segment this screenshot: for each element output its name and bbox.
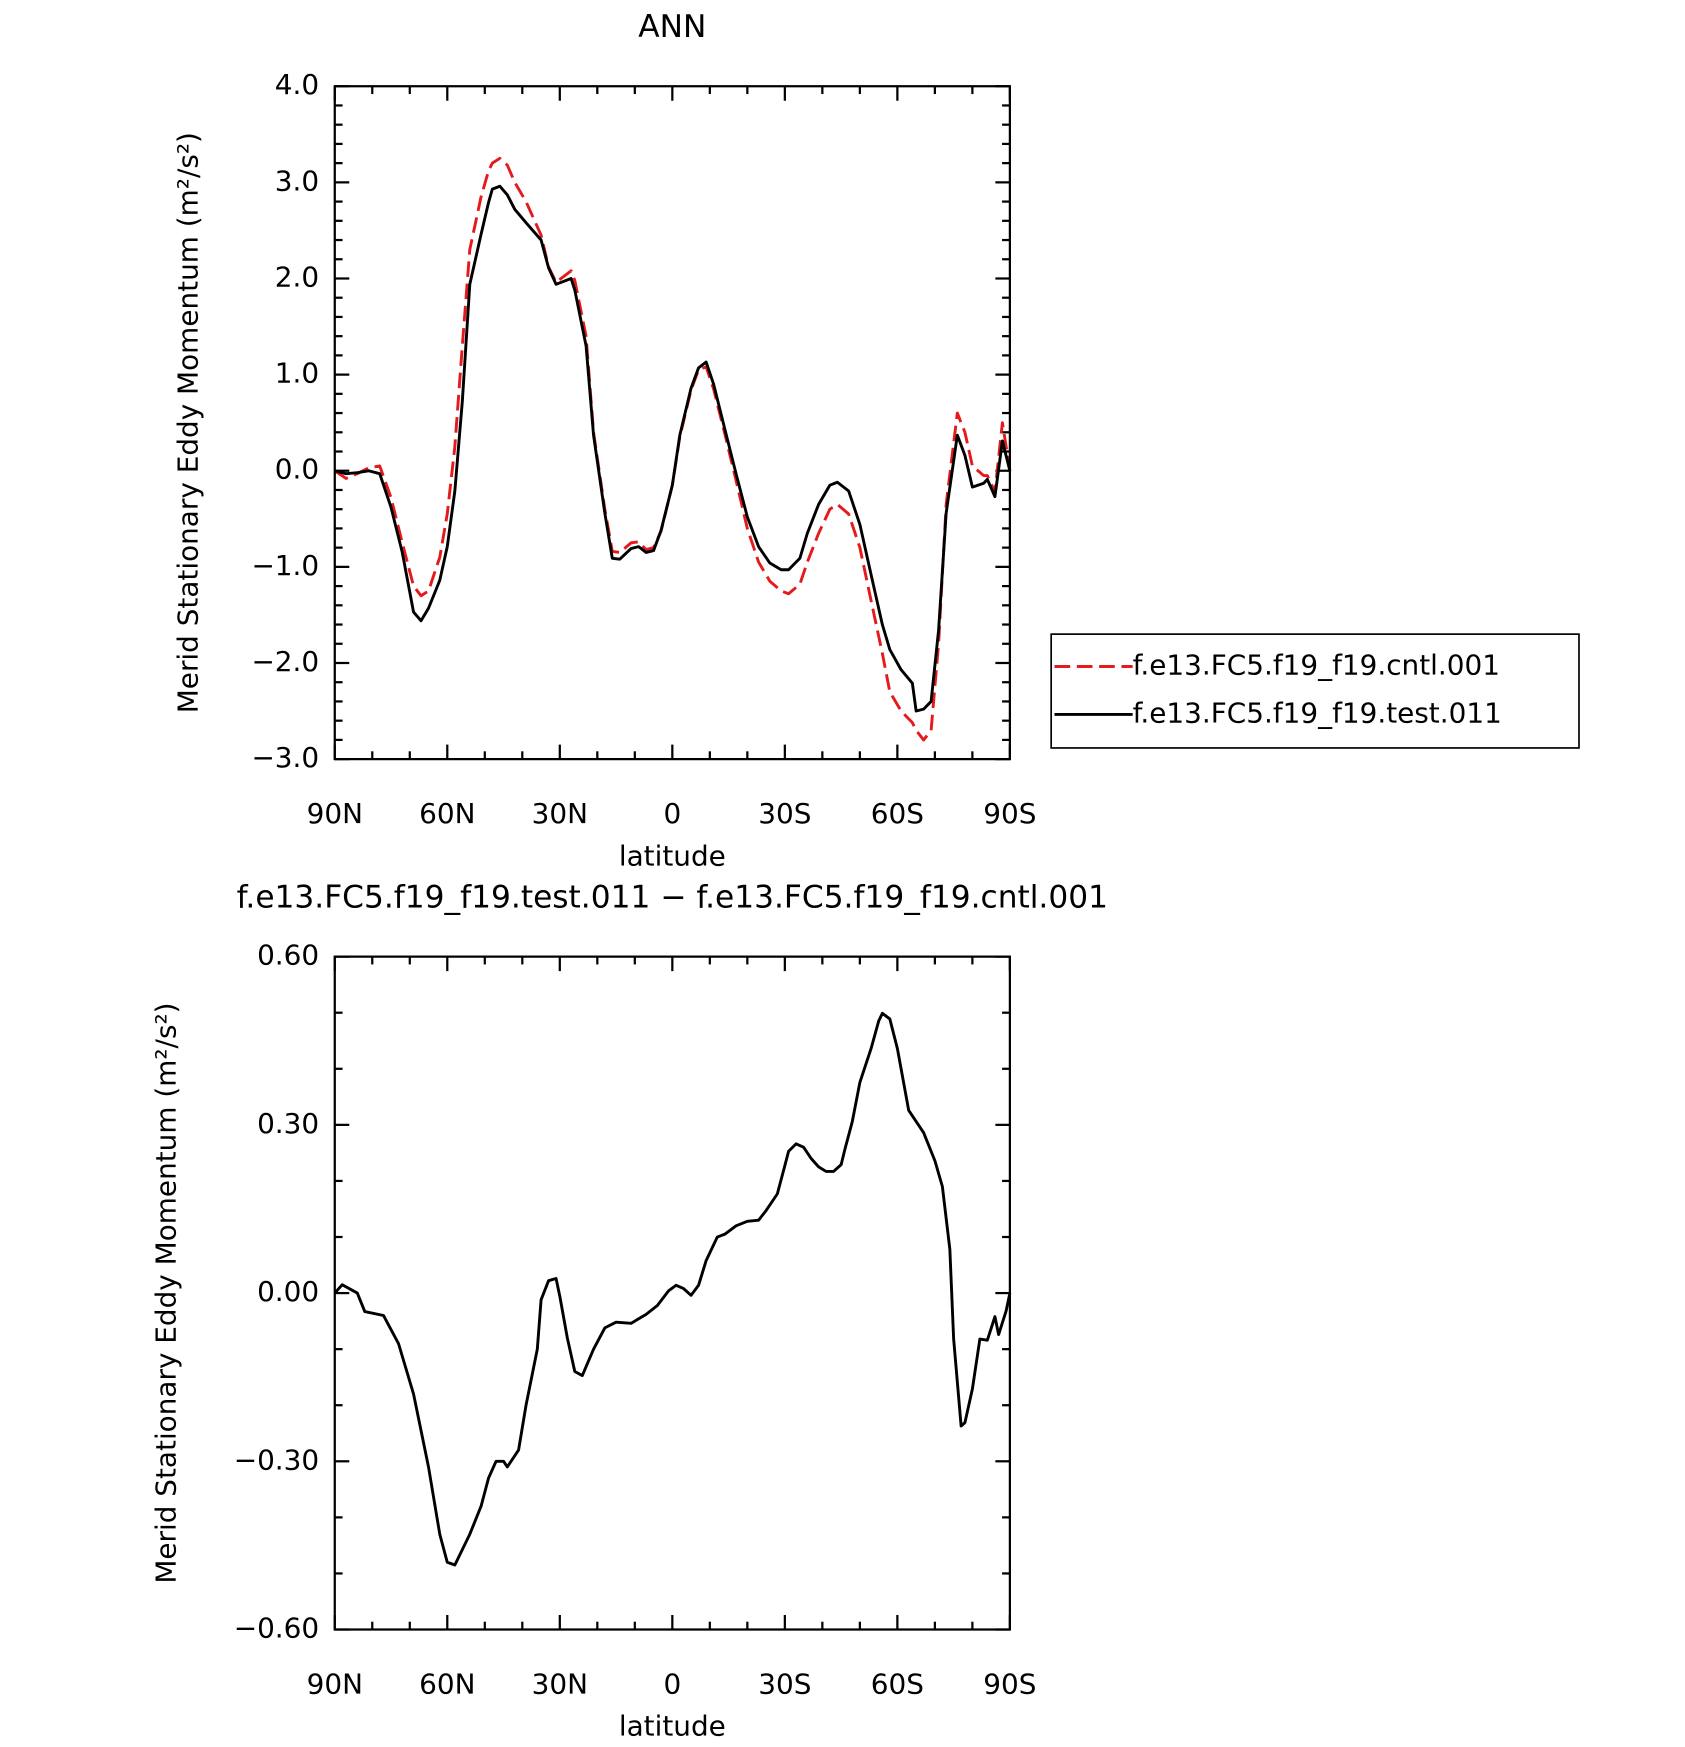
x-tick-label: 30N	[532, 797, 588, 830]
chart-title: ANN	[638, 9, 706, 45]
y-tick-label: 2.0	[275, 260, 319, 293]
data-line	[333, 156, 1012, 742]
y-tick-label: 0.60	[257, 939, 319, 972]
x-tick-label: 30N	[532, 1667, 588, 1700]
x-tick-label: 0	[663, 797, 681, 830]
y-tick-label: −2.0	[251, 645, 319, 678]
y-tick-label: −1.0	[251, 549, 319, 582]
y-tick-label: 3.0	[275, 164, 319, 197]
y-tick-label: −0.30	[234, 1443, 319, 1476]
y-axis-label: Merid Stationary Eddy Momentum (m²/s²)	[149, 1002, 182, 1583]
y-tick-label: 4.0	[275, 68, 319, 101]
plot-frame	[333, 85, 1011, 761]
x-tick-label: 60N	[419, 1667, 475, 1700]
y-axis-label: Merid Stationary Eddy Momentum (m²/s²)	[172, 132, 205, 713]
x-tick-label: 90N	[307, 797, 363, 830]
chart-title: f.e13.FC5.f19_f19.test.011 − f.e13.FC5.f…	[237, 880, 1108, 916]
y-tick-label: 0.30	[257, 1107, 319, 1140]
legend-label: f.e13.FC5.f19_f19.test.011	[1133, 696, 1502, 729]
y-tick-label: 0.0	[275, 453, 319, 486]
y-tick-label: −0.60	[234, 1612, 319, 1645]
x-tick-label: 60N	[419, 797, 475, 830]
plot-frame	[333, 955, 1011, 1631]
x-tick-label: 90N	[307, 1667, 363, 1700]
y-tick-label: 0.00	[257, 1275, 319, 1308]
x-tick-label: 0	[663, 1667, 681, 1700]
x-tick-label: 30S	[758, 797, 811, 830]
x-tick-label: 90S	[983, 1667, 1036, 1700]
x-axis-label: latitude	[619, 839, 726, 872]
x-axis-label: latitude	[619, 1710, 726, 1743]
y-tick-label: 1.0	[275, 357, 319, 390]
legend-box	[1050, 633, 1580, 749]
y-tick-label: −3.0	[251, 741, 319, 774]
data-line	[334, 184, 1012, 713]
legend-label: f.e13.FC5.f19_f19.cntl.001	[1133, 649, 1500, 682]
x-tick-label: 90S	[983, 797, 1036, 830]
x-tick-label: 30S	[758, 1667, 811, 1700]
x-tick-label: 60S	[871, 797, 924, 830]
x-tick-label: 60S	[871, 1667, 924, 1700]
data-line	[333, 1011, 1012, 1567]
